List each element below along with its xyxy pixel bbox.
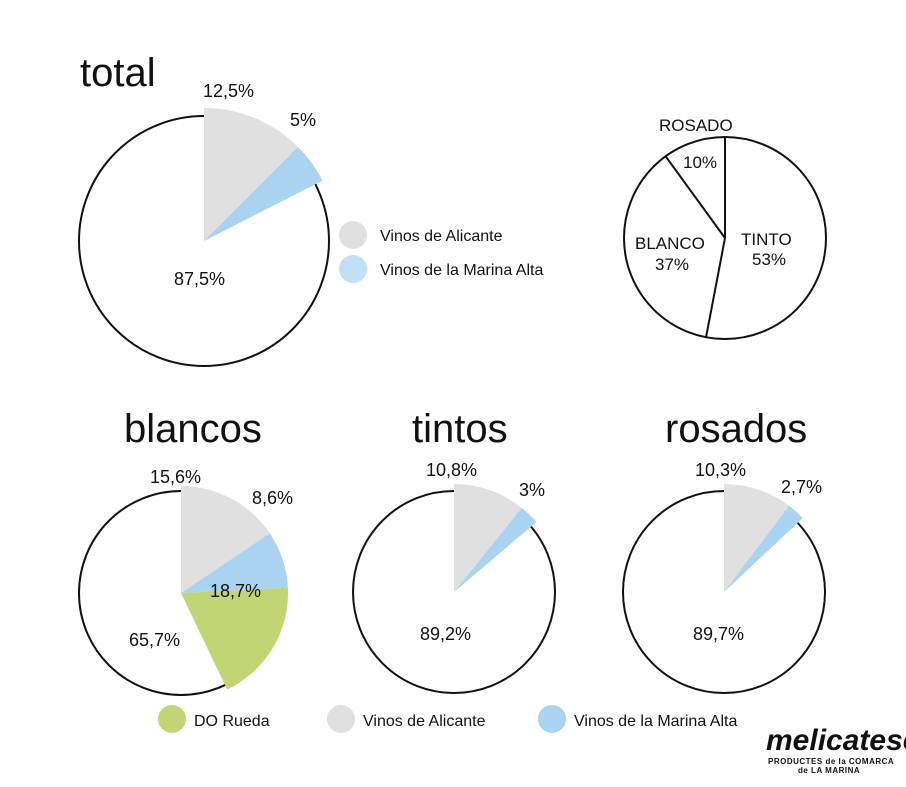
slice-total-alicante <box>204 108 299 241</box>
legend-top: Vinos de Alicante Vinos de la Marina Alt… <box>339 221 543 283</box>
legend-swatch-marina-alta <box>339 255 367 283</box>
chart-wine-types: ROSADO 10% BLANCO 37% TINTO 53% <box>623 116 827 340</box>
legend-bottom: DO Rueda Vinos de Alicante Vinos de la M… <box>158 705 737 733</box>
slice-tintos-marina-alta <box>454 507 537 592</box>
slice-blancos-alicante <box>181 486 270 593</box>
chart-rosados: rosados 10,3% 2,7% 89,7% <box>622 407 826 694</box>
legend-swatch-do-rueda <box>158 705 186 733</box>
label-rosado-name: ROSADO <box>659 116 733 135</box>
label-tintos-marina-alta: 3% <box>519 480 545 500</box>
label-blancos-do-rueda: 18,7% <box>210 581 261 601</box>
brand-logo: melicatesen PRODUCTES de la COMARCA de L… <box>766 724 906 775</box>
divider-tinto-blanco <box>705 237 726 338</box>
slice-blancos-marina-alta <box>181 533 288 593</box>
chart-title-rosados: rosados <box>665 407 807 451</box>
legend-label-alicante-bottom: Vinos de Alicante <box>363 713 486 730</box>
legend-swatch-alicante-bottom <box>327 705 355 733</box>
legend-label-alicante: Vinos de Alicante <box>380 228 503 245</box>
slice-rosados-marina-alta <box>724 505 803 592</box>
label-tinto-value: 53% <box>752 250 786 269</box>
legend-swatch-marina-alta-bottom <box>538 705 566 733</box>
label-total-marina-alta: 5% <box>290 110 316 130</box>
label-total-rest: 87,5% <box>174 269 225 289</box>
label-rosados-rest: 89,7% <box>693 624 744 644</box>
label-rosados-alicante: 10,3% <box>695 460 746 480</box>
label-rosados-marina-alta: 2,7% <box>781 477 822 497</box>
slice-blancos-do-rueda <box>181 587 289 690</box>
chart-tintos: tintos 10,8% 3% 89,2% <box>352 407 556 694</box>
legend-label-marina-alta: Vinos de la Marina Alta <box>380 262 543 279</box>
chart-title-total: total <box>80 51 156 95</box>
chart-title-tintos: tintos <box>412 407 508 451</box>
chart-blancos: blancos 15,6% 8,6% 18,7% 65,7% <box>78 407 293 696</box>
label-rosado-value: 10% <box>683 153 717 172</box>
chart-total: total 12,5% 5% 87,5% <box>78 51 330 367</box>
label-total-alicante: 12,5% <box>203 81 254 101</box>
slice-total-marina-alta <box>204 146 323 241</box>
slice-rosados-alicante <box>724 484 790 592</box>
label-tinto-name: TINTO <box>741 230 792 249</box>
label-blanco-name: BLANCO <box>635 234 705 253</box>
label-tintos-alicante: 10,8% <box>426 460 477 480</box>
label-blancos-marina-alta: 8,6% <box>252 488 293 508</box>
legend-swatch-alicante <box>339 221 367 249</box>
label-blanco-value: 37% <box>655 255 689 274</box>
legend-label-do-rueda: DO Rueda <box>194 713 270 730</box>
label-blancos-rest: 65,7% <box>129 630 180 650</box>
legend-label-marina-alta-bottom: Vinos de la Marina Alta <box>574 713 737 730</box>
slice-tintos-alicante <box>454 484 522 592</box>
chart-title-blancos: blancos <box>124 407 262 451</box>
label-blancos-alicante: 15,6% <box>150 467 201 487</box>
divider-blanco-rosado <box>664 155 726 239</box>
brand-tagline-1: PRODUCTES de la COMARCA <box>768 757 894 766</box>
label-tintos-rest: 89,2% <box>420 624 471 644</box>
brand-name: melicatesen <box>766 724 906 757</box>
brand-tagline-2: de LA MARINA <box>798 766 860 775</box>
